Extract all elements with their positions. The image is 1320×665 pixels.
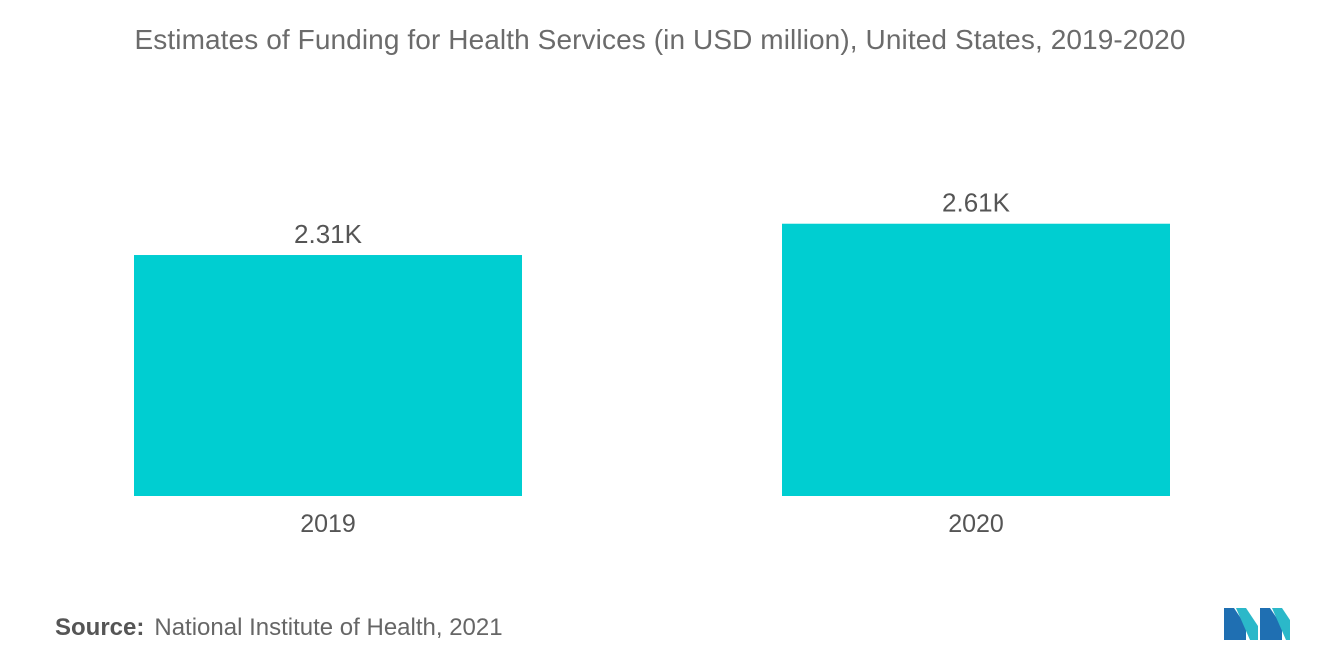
- x-tick-label-2019: 2019: [300, 510, 356, 538]
- data-label-2019: 2.31K: [294, 219, 363, 249]
- bar-2019: [134, 255, 522, 496]
- source-label: Source:: [55, 614, 145, 641]
- chart-title: Estimates of Funding for Health Services…: [134, 24, 1186, 55]
- data-label-2020: 2.61K: [942, 188, 1011, 218]
- bar-2020: [782, 223, 1170, 496]
- mordor-intelligence-logo-icon: [1224, 608, 1290, 640]
- source-note: Source: National Institute of Health, 202…: [55, 614, 503, 642]
- source-text: National Institute of Health, 2021: [154, 614, 503, 641]
- x-tick-label-2020: 2020: [948, 510, 1004, 538]
